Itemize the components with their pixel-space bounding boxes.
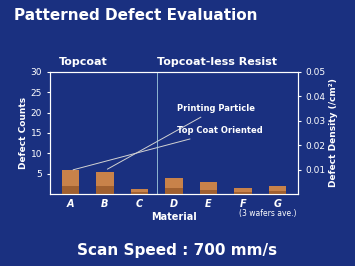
Bar [165, 178, 182, 194]
Bar [131, 193, 148, 194]
Bar [62, 170, 79, 194]
Bar [200, 190, 217, 194]
Y-axis label: Defect Counts: Defect Counts [19, 97, 28, 169]
Bar [131, 189, 148, 194]
Bar [269, 191, 286, 194]
Y-axis label: Defect Density (/cm²): Defect Density (/cm²) [329, 78, 338, 188]
Bar [96, 172, 114, 194]
Bar [200, 182, 217, 194]
Bar [62, 186, 79, 194]
Bar [269, 186, 286, 194]
Text: (3 wafers ave.): (3 wafers ave.) [239, 209, 297, 218]
X-axis label: Material: Material [151, 212, 197, 222]
Bar [165, 189, 182, 194]
Bar [234, 188, 252, 194]
Text: Scan Speed : 700 mm/s: Scan Speed : 700 mm/s [77, 243, 278, 258]
Text: Patterned Defect Evaluation: Patterned Defect Evaluation [14, 8, 258, 23]
Text: Top Coat Oriented: Top Coat Oriented [73, 126, 263, 170]
Text: Topcoat: Topcoat [59, 57, 108, 67]
Bar [96, 186, 114, 194]
Text: Printing Particle: Printing Particle [107, 104, 255, 169]
Bar [234, 192, 252, 194]
Text: Topcoat-less Resist: Topcoat-less Resist [157, 57, 277, 67]
